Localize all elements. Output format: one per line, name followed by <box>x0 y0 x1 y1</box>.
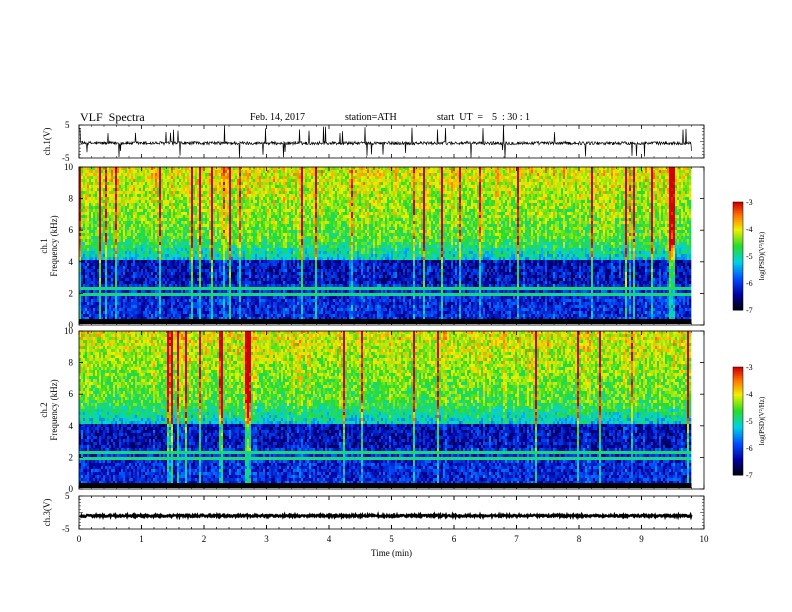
start-ut-value: 5 : 30 : 1 <box>492 112 530 123</box>
ch1-spec-colorbar-tick-label: -7 <box>746 306 753 315</box>
ch2-spec-lowfreq-band <box>79 483 692 488</box>
ch1-spec-ytick-label: 8 <box>69 194 74 204</box>
x-tick-label: 9 <box>639 534 644 544</box>
ch1-spec-colorbar <box>733 202 743 311</box>
x-tick-label: 8 <box>577 534 582 544</box>
ch2-spec-colorbar-tick-label: -6 <box>746 444 753 453</box>
ch2-spec-colorbar-frame <box>732 366 744 476</box>
ch1-spec-colorbar-tick-label: -3 <box>746 198 753 207</box>
x-tick-label: 5 <box>389 534 394 544</box>
ch3-wave-trace <box>79 511 693 521</box>
ch1-wave-trace <box>79 125 692 158</box>
ch2-spec-colorbar-tick-label: -3 <box>746 363 753 372</box>
ch1-spec-ytick-label: 0 <box>69 320 74 330</box>
ch1-spec-lowfreq-band <box>79 319 692 324</box>
x-tick-label: 3 <box>264 534 269 544</box>
ch2-spec-ytick-label: 8 <box>69 358 74 368</box>
ch2-spec-ytick-label: 6 <box>69 389 74 399</box>
ch1-spec-colorbar-tick-label: -5 <box>746 252 753 261</box>
x-tick-label: 10 <box>700 534 710 544</box>
ch2-spec-ylabel: Frequency (kHz) <box>49 379 59 440</box>
ch2-spec-colorbar-tick-label: -4 <box>746 390 753 399</box>
x-tick-label: 2 <box>202 534 207 544</box>
ch1-spec-ylabel: Frequency (kHz) <box>49 215 59 276</box>
ch1-spec-channel-label: ch.1 <box>39 238 49 253</box>
ch2-spec-ytick-label: 10 <box>64 326 74 336</box>
figure-title: VLF Spectra <box>80 110 145 125</box>
ch3-wave-ytick-label: 5 <box>65 491 70 501</box>
ch1-spec-ytick-label: 2 <box>69 288 74 298</box>
ch3-wave-ytick-label: -5 <box>62 524 70 534</box>
ch1-wave-ytick-label: 5 <box>65 120 70 130</box>
x-tick-label: 0 <box>77 534 82 544</box>
ch2-spec-ytick-label: 0 <box>69 484 74 494</box>
ch2-spec-colorbar-label: log(PSD)(V²/Hz) <box>758 396 766 445</box>
ch1-spec-ytick-label: 10 <box>64 162 74 172</box>
x-tick-label: 7 <box>514 534 519 544</box>
x-tick-label: 6 <box>452 534 457 544</box>
ch1-spec-colorbar-frame <box>732 201 744 311</box>
ch1-wave-ylabel: ch.1(V) <box>42 128 52 156</box>
ch1-spec-ytick-label: 4 <box>69 257 74 267</box>
ch2-spec-colorbar <box>733 367 743 476</box>
x-axis-label: Time (min) <box>371 548 412 558</box>
ch2-spec-colorbar-tick-label: -5 <box>746 417 753 426</box>
x-tick-label: 4 <box>327 534 332 544</box>
ch1-spec-colorbar-tick-label: -6 <box>746 279 753 288</box>
ch1-wave-frame <box>78 124 705 159</box>
ch2-spec-ytick-label: 4 <box>69 421 74 431</box>
x-tick-label: 1 <box>139 534 144 544</box>
ch1-wave-ytick-label: -5 <box>62 153 70 163</box>
ch2-spec-spectrogram-cells <box>79 331 692 485</box>
ch1-spec-colorbar-tick-label: -4 <box>746 225 753 234</box>
ch1-spec-spectrogram-cells <box>79 167 692 321</box>
date-label: Feb. 14, 2017 <box>250 112 305 123</box>
ch1-spec-colorbar-label: log(PSD)(V²/Hz) <box>758 231 766 280</box>
start-ut-label: start UT = <box>437 112 483 123</box>
ch1-spec-ytick-label: 6 <box>69 225 74 235</box>
ch2-spec-channel-label: ch.2 <box>39 402 49 417</box>
ch2-spec-ytick-label: 2 <box>69 452 74 462</box>
ch3-wave-frame <box>78 495 705 530</box>
ch2-spec-colorbar-tick-label: -7 <box>746 471 753 480</box>
ch3-wave-ylabel: ch.3(V) <box>42 499 52 527</box>
station-label: station=ATH <box>345 112 397 123</box>
